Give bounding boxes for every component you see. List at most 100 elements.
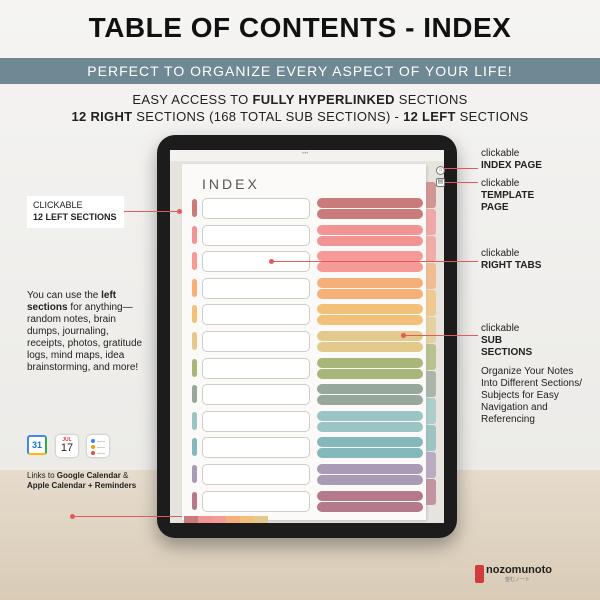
sub-section-pill[interactable] [317, 288, 423, 299]
right-section-tab[interactable] [426, 290, 436, 316]
right-section-tab[interactable] [426, 209, 436, 235]
section-title-box[interactable] [202, 410, 310, 432]
sub-section-pill[interactable] [317, 304, 423, 315]
section-title-box[interactable] [202, 437, 310, 459]
left-section-tab[interactable] [192, 332, 197, 350]
section-title-box[interactable] [202, 224, 310, 246]
sub-section-pill[interactable] [317, 501, 423, 512]
bottom-tab[interactable] [212, 516, 226, 523]
calendar-links-note: Links to Google Calendar & Apple Calenda… [27, 471, 137, 490]
sub-section-pill[interactable] [317, 357, 423, 368]
index-title: INDEX [202, 176, 260, 192]
connector-line [72, 516, 182, 517]
callout-sub-sections: clickable SUB SECTIONS [481, 323, 533, 358]
apple-calendar-icon: JUL 17 [56, 435, 78, 457]
left-section-tab[interactable] [192, 491, 197, 510]
sub-section-pill[interactable] [317, 410, 423, 421]
sub-section-pill[interactable] [317, 384, 423, 395]
callout-index-page: clickable INDEX PAGE [481, 148, 542, 171]
callout-right-tabs: clickable RIGHT TABS [481, 248, 542, 271]
brand-name: nozomunoto [486, 564, 552, 576]
bottom-tab[interactable] [240, 516, 254, 523]
brand-logo [475, 565, 484, 583]
sub-section-pill[interactable] [317, 235, 423, 246]
sub-section-pill[interactable] [317, 421, 423, 432]
connector-line [444, 182, 478, 183]
left-section-tab[interactable] [192, 305, 197, 324]
section-title-box[interactable] [202, 464, 310, 485]
left-section-tab[interactable] [192, 225, 197, 244]
reminders-icon [87, 435, 109, 457]
right-section-tab[interactable] [426, 398, 436, 424]
sub-section-pill[interactable] [317, 490, 423, 501]
section-title-box[interactable] [202, 198, 310, 219]
connector-dot [401, 333, 406, 338]
sub-section-pill[interactable] [317, 209, 423, 219]
left-section-tab[interactable] [192, 465, 197, 483]
right-section-tab[interactable] [426, 236, 436, 262]
sub-section-pill[interactable] [317, 198, 423, 208]
page-title: TABLE OF CONTENTS - INDEX [88, 12, 512, 43]
status-bar: ••• [170, 150, 444, 161]
connector-line [444, 168, 478, 169]
sub-section-pill[interactable] [317, 368, 423, 379]
bottom-tab[interactable] [198, 516, 212, 523]
left-section-tab[interactable] [192, 199, 197, 217]
connector-line [124, 211, 180, 212]
left-section-tab[interactable] [192, 278, 197, 297]
right-section-tab[interactable] [426, 344, 436, 370]
sub-section-pill[interactable] [317, 224, 423, 235]
left-sections-note: You can use the left sections for anythi… [27, 290, 143, 373]
organize-note: Organize Your Notes Into Different Secti… [481, 366, 582, 425]
sub-section-pill[interactable] [317, 395, 423, 406]
connector-line [404, 335, 478, 336]
section-title-box[interactable] [202, 304, 310, 326]
right-section-tab[interactable] [426, 263, 436, 289]
left-section-tab[interactable] [192, 385, 197, 404]
right-tabs [426, 182, 438, 506]
brand-subtitle: 望むノート [505, 577, 531, 583]
tablet-screen: ••• INDEX [170, 150, 444, 523]
sub-section-pill[interactable] [317, 251, 423, 262]
section-title-box[interactable] [202, 277, 310, 299]
multitask-dots[interactable]: ••• [302, 151, 309, 157]
section-title-box[interactable] [202, 490, 310, 512]
callout-template-page: clickable TEMPLATE PAGE [481, 178, 535, 213]
section-title-box[interactable] [202, 357, 310, 379]
callout-left-sections: CLICKABLE 12 LEFT SECTIONS [27, 196, 124, 228]
left-section-tab[interactable] [192, 252, 197, 271]
bottom-tabs [170, 516, 268, 523]
subheading-hyperlinked: EASY ACCESS TO FULLY HYPERLINKED SECTION… [132, 92, 468, 107]
section-title-box[interactable] [202, 384, 310, 406]
bottom-tab[interactable] [254, 516, 268, 523]
tagline-banner: PERFECT TO ORGANIZE EVERY ASPECT OF YOUR… [0, 58, 600, 84]
google-calendar-icon: 31 [27, 435, 47, 455]
bottom-tab[interactable] [226, 516, 240, 523]
left-section-tab[interactable] [192, 358, 197, 377]
right-section-tab[interactable] [426, 452, 436, 478]
sub-section-pill[interactable] [317, 448, 423, 459]
connector-line [272, 261, 478, 262]
bottom-tab[interactable] [184, 516, 198, 523]
connector-dot [269, 259, 274, 264]
left-section-tab[interactable] [192, 438, 197, 457]
right-section-tab[interactable] [426, 425, 436, 451]
right-section-tab[interactable] [426, 317, 436, 343]
home-icon[interactable]: ⌂ [436, 166, 445, 175]
sub-section-pill[interactable] [317, 277, 423, 288]
sub-section-pill[interactable] [317, 437, 423, 448]
index-page: INDEX [182, 164, 426, 520]
right-section-tab[interactable] [426, 479, 436, 505]
sub-section-pill[interactable] [317, 464, 423, 474]
section-title-box[interactable] [202, 331, 310, 352]
sub-section-pill[interactable] [317, 342, 423, 352]
right-section-tab[interactable] [426, 182, 436, 208]
sub-section-pill[interactable] [317, 315, 423, 326]
subheading-sections: 12 RIGHT SECTIONS (168 TOTAL SUB SECTION… [71, 109, 529, 124]
sub-section-pill[interactable] [317, 475, 423, 485]
left-section-tab[interactable] [192, 411, 197, 430]
sub-section-pill[interactable] [317, 262, 423, 273]
sub-section-pill[interactable] [317, 331, 423, 341]
connector-dot [177, 209, 182, 214]
right-section-tab[interactable] [426, 371, 436, 397]
